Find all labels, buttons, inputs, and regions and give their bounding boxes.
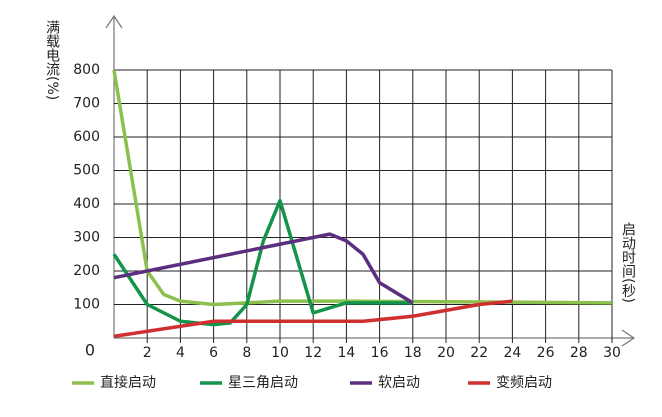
x-axis-label: 启动时间(秒) bbox=[620, 222, 636, 303]
x-tick-label: 2 bbox=[143, 345, 152, 361]
x-tick-label: 22 bbox=[470, 345, 488, 361]
x-tick-label: 10 bbox=[271, 345, 289, 361]
y-tick-label: 600 bbox=[73, 129, 100, 145]
series-line bbox=[112, 198, 413, 327]
x-axis-arrow bbox=[621, 329, 636, 347]
y-tick-label: 200 bbox=[73, 263, 100, 279]
y-tick-label: 500 bbox=[73, 163, 100, 179]
y-tick-label: 300 bbox=[73, 230, 100, 246]
legend-label: 直接启动 bbox=[100, 374, 156, 391]
series-line bbox=[113, 299, 513, 339]
y-tick-label: 100 bbox=[73, 297, 100, 313]
y-tick-label: 700 bbox=[73, 96, 100, 112]
x-tick-label: 6 bbox=[209, 345, 218, 361]
legend-label: 变频启动 bbox=[496, 375, 552, 391]
x-tick-label: 16 bbox=[371, 345, 389, 361]
y-tick-label: 800 bbox=[73, 62, 100, 78]
x-tick-label: 24 bbox=[503, 345, 521, 361]
y-axis-arrow bbox=[105, 14, 123, 29]
x-tick-label: 20 bbox=[437, 345, 455, 361]
x-tick-label: 30 bbox=[603, 345, 621, 361]
legend-label: 星三角启动 bbox=[228, 375, 298, 391]
x-tick-label: 12 bbox=[304, 345, 322, 361]
series-line bbox=[113, 232, 414, 305]
y-tick-label: 400 bbox=[73, 196, 100, 212]
x-tick-label: 18 bbox=[404, 345, 422, 361]
x-tick-label: 14 bbox=[337, 345, 355, 361]
x-tick-label: 0 bbox=[85, 341, 95, 360]
y-axis-label: 满载电流(%) bbox=[44, 20, 60, 101]
x-tick-label: 8 bbox=[242, 345, 251, 361]
x-tick-label: 4 bbox=[176, 345, 185, 361]
x-tick-label: 28 bbox=[570, 345, 588, 361]
legend-label: 软启动 bbox=[378, 375, 420, 391]
x-tick-label: 26 bbox=[537, 345, 555, 361]
series-line bbox=[112, 69, 613, 307]
